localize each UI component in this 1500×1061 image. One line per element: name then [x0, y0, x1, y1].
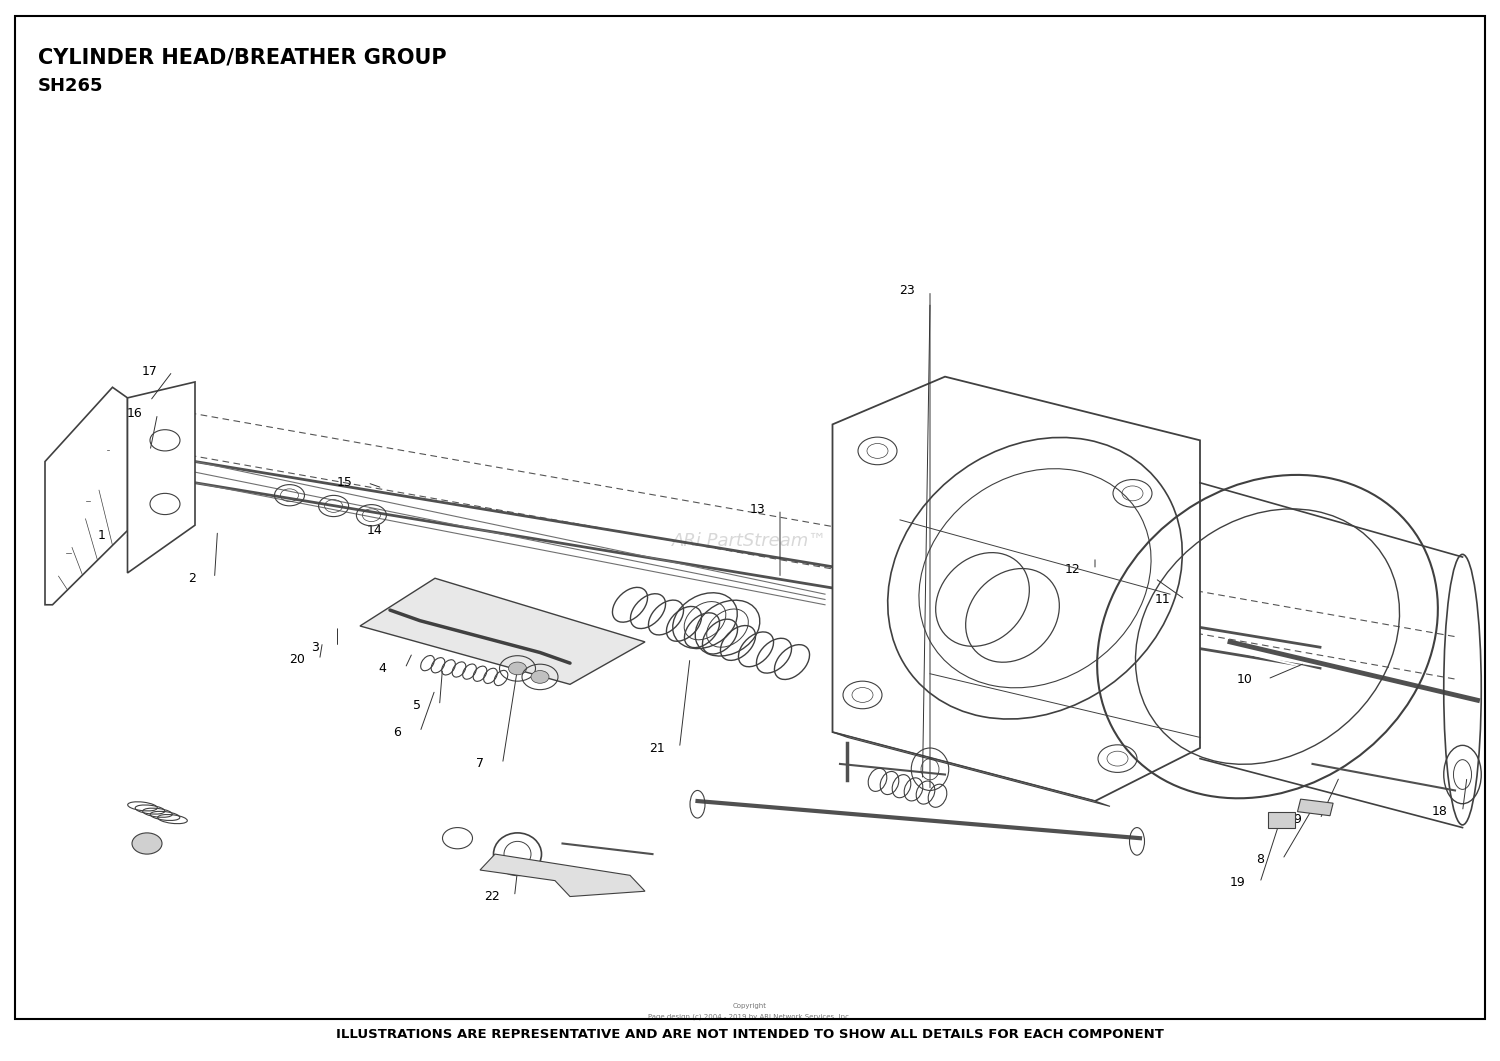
Polygon shape	[833, 377, 1200, 801]
Text: ARi PartStream™: ARi PartStream™	[672, 533, 828, 550]
Bar	[1298, 799, 1334, 816]
Text: 15: 15	[338, 476, 352, 489]
Circle shape	[531, 671, 549, 683]
Polygon shape	[45, 387, 128, 605]
Text: 4: 4	[378, 662, 387, 675]
Text: 12: 12	[1065, 563, 1080, 576]
Text: 17: 17	[142, 365, 158, 378]
Text: ILLUSTRATIONS ARE REPRESENTATIVE AND ARE NOT INTENDED TO SHOW ALL DETAILS FOR EA: ILLUSTRATIONS ARE REPRESENTATIVE AND ARE…	[336, 1028, 1164, 1041]
Text: 23: 23	[900, 284, 915, 297]
Text: 3: 3	[310, 641, 320, 654]
Text: 19: 19	[1230, 876, 1245, 889]
Text: 10: 10	[1238, 673, 1252, 685]
Text: 20: 20	[290, 654, 304, 666]
Text: 5: 5	[413, 699, 422, 712]
Circle shape	[132, 833, 162, 854]
Bar	[1268, 812, 1294, 828]
Text: 1: 1	[98, 529, 106, 542]
Text: Page design (c) 2004 - 2019 by ARI Network Services, Inc.: Page design (c) 2004 - 2019 by ARI Netwo…	[648, 1013, 852, 1020]
Polygon shape	[480, 854, 645, 897]
Circle shape	[509, 662, 526, 675]
Polygon shape	[360, 578, 645, 684]
Text: SH265: SH265	[38, 77, 104, 95]
Text: 18: 18	[1432, 805, 1448, 818]
Text: 22: 22	[484, 890, 500, 903]
Text: 21: 21	[650, 742, 664, 754]
Text: 11: 11	[1155, 593, 1170, 606]
Text: 9: 9	[1293, 813, 1302, 825]
Text: 14: 14	[368, 524, 382, 537]
Text: 7: 7	[476, 758, 484, 770]
Text: 2: 2	[188, 572, 196, 585]
Text: 8: 8	[1256, 853, 1264, 866]
Text: CYLINDER HEAD/BREATHER GROUP: CYLINDER HEAD/BREATHER GROUP	[38, 48, 445, 68]
Polygon shape	[833, 732, 1110, 806]
Text: Copyright: Copyright	[734, 1003, 766, 1009]
Text: 16: 16	[128, 407, 142, 420]
Text: 6: 6	[393, 726, 402, 738]
Polygon shape	[128, 382, 195, 573]
Text: 13: 13	[750, 503, 765, 516]
